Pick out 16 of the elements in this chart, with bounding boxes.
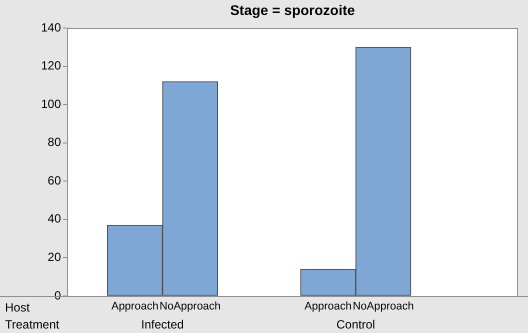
- y-tick-label: 40: [48, 212, 62, 226]
- x-tick-label: NoApproach: [352, 300, 414, 313]
- x-tick-label: NoApproach: [160, 300, 221, 313]
- x-tick-label: Approach: [111, 300, 158, 313]
- chart-title: Stage = sporozoite: [230, 2, 356, 18]
- y-tick-label: 120: [40, 58, 62, 73]
- y-tick-label: 100: [40, 96, 62, 111]
- text: Infected: [141, 317, 184, 332]
- text: Treatment: [5, 317, 60, 332]
- y-tick-label: 80: [48, 135, 62, 150]
- y-tick-label: 140: [40, 20, 62, 34]
- y-tick-label: 60: [48, 173, 62, 188]
- x-tick-label: Approach: [304, 300, 352, 313]
- text: Control: [336, 317, 376, 332]
- y-tick-label: 20: [48, 250, 62, 264]
- text: Host: [5, 300, 30, 314]
